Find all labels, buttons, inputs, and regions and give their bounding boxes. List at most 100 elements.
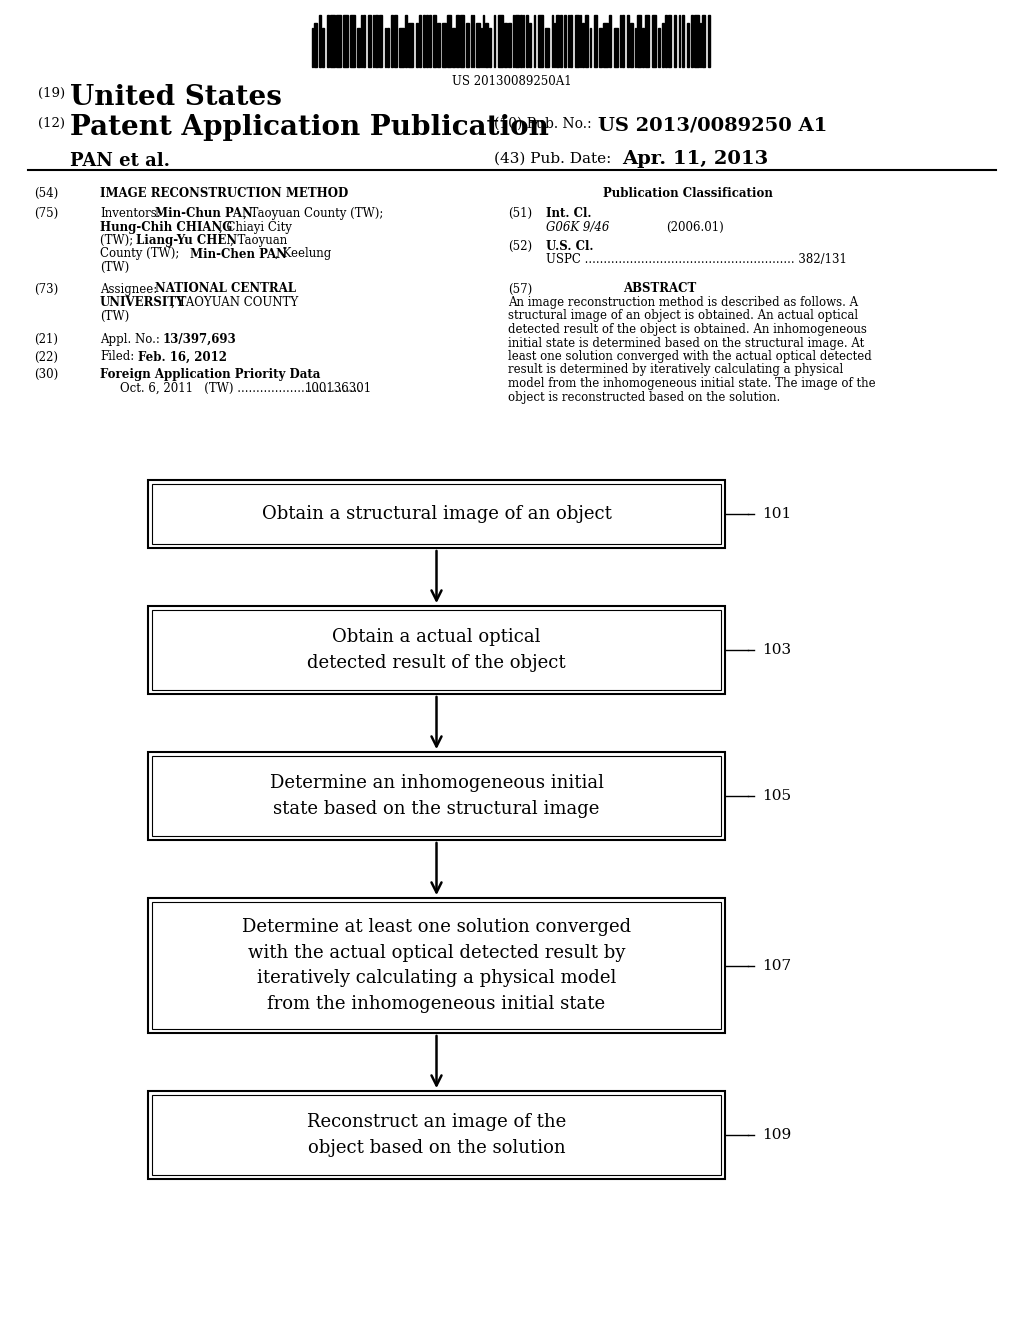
Text: (10) Pub. No.:: (10) Pub. No.: <box>494 117 592 131</box>
Bar <box>350 15 355 67</box>
Text: 109: 109 <box>762 1129 792 1142</box>
Text: , Chiayi City: , Chiayi City <box>219 220 292 234</box>
Text: County (TW);: County (TW); <box>100 248 183 260</box>
Bar <box>560 15 562 67</box>
Text: (73): (73) <box>34 282 58 296</box>
Bar <box>630 22 633 67</box>
Bar <box>442 22 446 67</box>
Text: Inventors:: Inventors: <box>100 207 161 220</box>
Bar <box>368 15 371 67</box>
Bar <box>387 28 389 67</box>
Bar <box>148 752 725 840</box>
Bar <box>529 22 531 67</box>
Text: 107: 107 <box>762 958 792 973</box>
Text: Patent Application Publication: Patent Application Publication <box>70 114 549 141</box>
Bar <box>627 15 629 67</box>
Text: Min-Chen PAN: Min-Chen PAN <box>190 248 287 260</box>
Bar <box>433 15 436 67</box>
Bar <box>394 15 397 67</box>
Bar <box>423 15 425 67</box>
Text: (30): (30) <box>34 368 58 381</box>
Text: , Taoyuan County (TW);: , Taoyuan County (TW); <box>243 207 383 220</box>
Text: Hung-Chih CHIANG: Hung-Chih CHIANG <box>100 220 232 234</box>
Text: Int. Cl.: Int. Cl. <box>546 207 592 220</box>
Text: least one solution converged with the actual optical detected: least one solution converged with the ac… <box>508 350 871 363</box>
Text: Feb. 16, 2012: Feb. 16, 2012 <box>138 351 227 363</box>
Bar <box>682 15 684 67</box>
Bar <box>419 15 421 67</box>
Text: Obtain a structural image of an object: Obtain a structural image of an object <box>261 506 611 523</box>
Bar <box>582 22 584 67</box>
Bar <box>599 28 602 67</box>
Bar <box>416 22 418 67</box>
Bar <box>658 28 660 67</box>
Text: PAN et al.: PAN et al. <box>70 152 170 170</box>
Text: (54): (54) <box>34 187 58 201</box>
Bar <box>375 15 378 67</box>
Bar <box>336 15 341 67</box>
Bar <box>327 15 329 67</box>
Text: 105: 105 <box>762 789 792 803</box>
Text: 101: 101 <box>762 507 792 521</box>
Text: (19): (19) <box>38 87 66 100</box>
Bar <box>399 28 404 67</box>
Bar <box>614 28 618 67</box>
Bar <box>148 480 725 548</box>
Bar <box>545 28 549 67</box>
Bar <box>148 898 725 1034</box>
Text: US 2013/0089250 A1: US 2013/0089250 A1 <box>598 117 827 135</box>
Bar <box>691 15 693 67</box>
Bar <box>694 15 699 67</box>
Bar <box>330 15 335 67</box>
Text: Min-Chun PAN: Min-Chun PAN <box>155 207 253 220</box>
Text: , Keelung: , Keelung <box>275 248 331 260</box>
Bar <box>556 15 559 67</box>
Bar <box>645 15 649 67</box>
Bar <box>652 15 656 67</box>
Bar <box>570 15 572 67</box>
Text: (51): (51) <box>508 207 532 220</box>
Bar <box>362 15 365 67</box>
Text: Appl. No.:: Appl. No.: <box>100 333 160 346</box>
Text: (57): (57) <box>508 282 532 296</box>
Bar <box>152 610 721 690</box>
Text: Publication Classification: Publication Classification <box>603 187 773 201</box>
Text: Apr. 11, 2013: Apr. 11, 2013 <box>622 150 768 168</box>
Text: 13/397,693: 13/397,693 <box>163 333 237 346</box>
Bar <box>456 15 459 67</box>
Text: (TW): (TW) <box>100 261 129 275</box>
Bar <box>447 15 451 67</box>
Bar <box>702 15 705 67</box>
Text: object is reconstructed based on the solution.: object is reconstructed based on the sol… <box>508 391 780 404</box>
Bar <box>498 15 503 67</box>
Bar <box>515 15 519 67</box>
Bar <box>508 22 511 67</box>
Text: 100136301: 100136301 <box>305 381 372 395</box>
Text: (2006.01): (2006.01) <box>666 220 724 234</box>
Text: (75): (75) <box>34 207 58 220</box>
Bar <box>322 28 324 67</box>
Text: UNIVERSITY: UNIVERSITY <box>100 296 185 309</box>
Bar <box>603 22 608 67</box>
Bar <box>585 15 588 67</box>
Bar <box>575 15 579 67</box>
Text: (TW);: (TW); <box>100 234 137 247</box>
Bar <box>437 22 440 67</box>
Bar <box>609 15 611 67</box>
Bar <box>452 28 455 67</box>
Text: 103: 103 <box>762 643 792 657</box>
Text: Assignee:: Assignee: <box>100 282 158 296</box>
Bar <box>637 15 641 67</box>
Bar <box>642 28 644 67</box>
Bar <box>687 22 689 67</box>
Bar <box>152 756 721 836</box>
Bar <box>674 15 676 67</box>
Bar <box>152 1096 721 1175</box>
Bar <box>148 606 725 694</box>
Bar <box>343 15 348 67</box>
Bar <box>594 15 597 67</box>
Bar <box>408 22 413 67</box>
Text: (21): (21) <box>34 333 58 346</box>
Bar <box>668 15 671 67</box>
Bar <box>357 28 360 67</box>
